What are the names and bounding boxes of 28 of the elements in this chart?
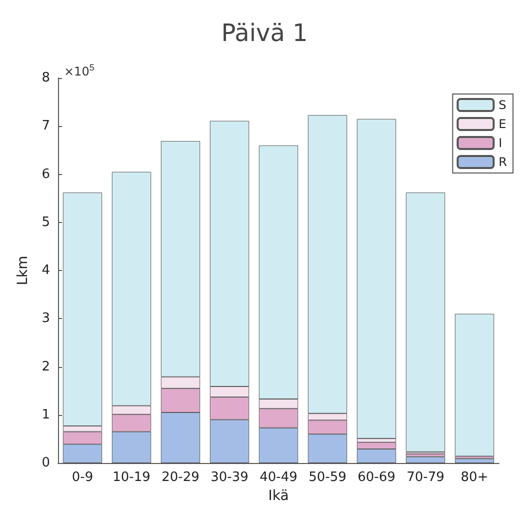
y-tick-label: 4 bbox=[42, 263, 50, 278]
x-tick-label: 30-39 bbox=[210, 470, 248, 485]
y-tick-label: 5 bbox=[42, 214, 50, 230]
y-tick-label: 3 bbox=[42, 311, 50, 326]
x-tick-label: 70-79 bbox=[406, 470, 444, 485]
x-tick-label: 60-69 bbox=[358, 470, 396, 485]
bar bbox=[406, 192, 446, 452]
x-tick-label: 80+ bbox=[460, 470, 488, 485]
y-tick-label: 8 bbox=[42, 70, 50, 86]
x-tick-label: 20-29 bbox=[162, 470, 200, 485]
legend-label: E bbox=[498, 117, 506, 131]
y-axis-title: Lkm bbox=[15, 256, 31, 286]
y-tick-label: 7 bbox=[42, 118, 50, 134]
y-tick-label: 0 bbox=[42, 456, 50, 470]
x-axis-title: Ikä bbox=[268, 488, 289, 504]
y-tick-label: 2 bbox=[42, 359, 50, 374]
legend-label: R bbox=[498, 155, 508, 169]
bar bbox=[454, 314, 494, 456]
bar bbox=[356, 118, 396, 438]
y-tick-label: 6 bbox=[42, 166, 50, 182]
x-tick-label: 40-49 bbox=[260, 470, 298, 485]
y-tick-label: 1 bbox=[42, 407, 50, 422]
chart-title: Päivä 1 bbox=[221, 19, 308, 47]
x-tick-label: 0-9 bbox=[72, 470, 94, 485]
legend-label: S bbox=[498, 98, 506, 112]
legend-label: I bbox=[498, 136, 502, 150]
x-tick-label: 10-19 bbox=[112, 470, 150, 485]
x-tick-label: 50-59 bbox=[308, 470, 346, 485]
